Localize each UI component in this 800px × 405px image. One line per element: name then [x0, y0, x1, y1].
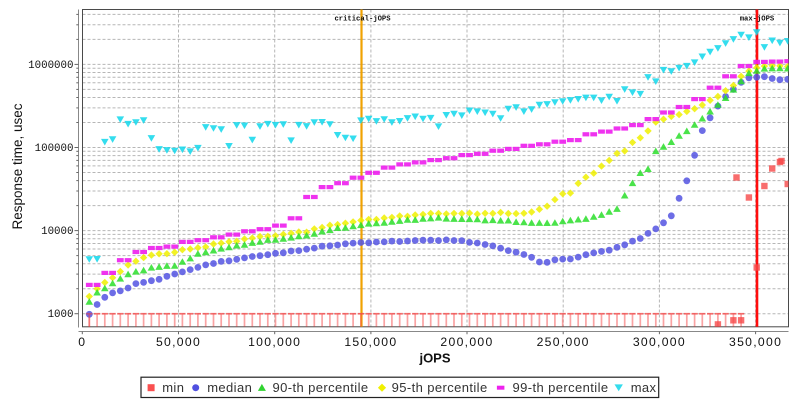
svg-text:95-th percentile: 95-th percentile	[392, 380, 488, 395]
svg-text:jOPS: jOPS	[418, 350, 450, 365]
svg-text:250,000: 250,000	[537, 335, 590, 349]
svg-text:150,000: 150,000	[344, 335, 397, 349]
svg-text:1000: 1000	[48, 309, 74, 321]
svg-text:0: 0	[78, 335, 86, 349]
svg-text:90-th percentile: 90-th percentile	[273, 380, 369, 395]
svg-text:median: median	[207, 380, 252, 395]
svg-text:100000: 100000	[35, 143, 74, 155]
svg-text:350,000: 350,000	[729, 335, 782, 349]
svg-text:critical-jOPS: critical-jOPS	[334, 16, 391, 24]
svg-text:max-jOPS: max-jOPS	[740, 16, 775, 24]
svg-text:10000: 10000	[41, 226, 73, 238]
svg-text:100,000: 100,000	[248, 335, 301, 349]
svg-text:max: max	[631, 380, 657, 395]
svg-text:1000000: 1000000	[28, 60, 73, 72]
svg-text:50,000: 50,000	[156, 335, 201, 349]
svg-text:Response time, usec: Response time, usec	[10, 103, 25, 229]
svg-text:99-th percentile: 99-th percentile	[513, 380, 609, 395]
svg-text:200,000: 200,000	[440, 335, 493, 349]
svg-text:300,000: 300,000	[633, 335, 686, 349]
svg-text:min: min	[162, 380, 184, 395]
